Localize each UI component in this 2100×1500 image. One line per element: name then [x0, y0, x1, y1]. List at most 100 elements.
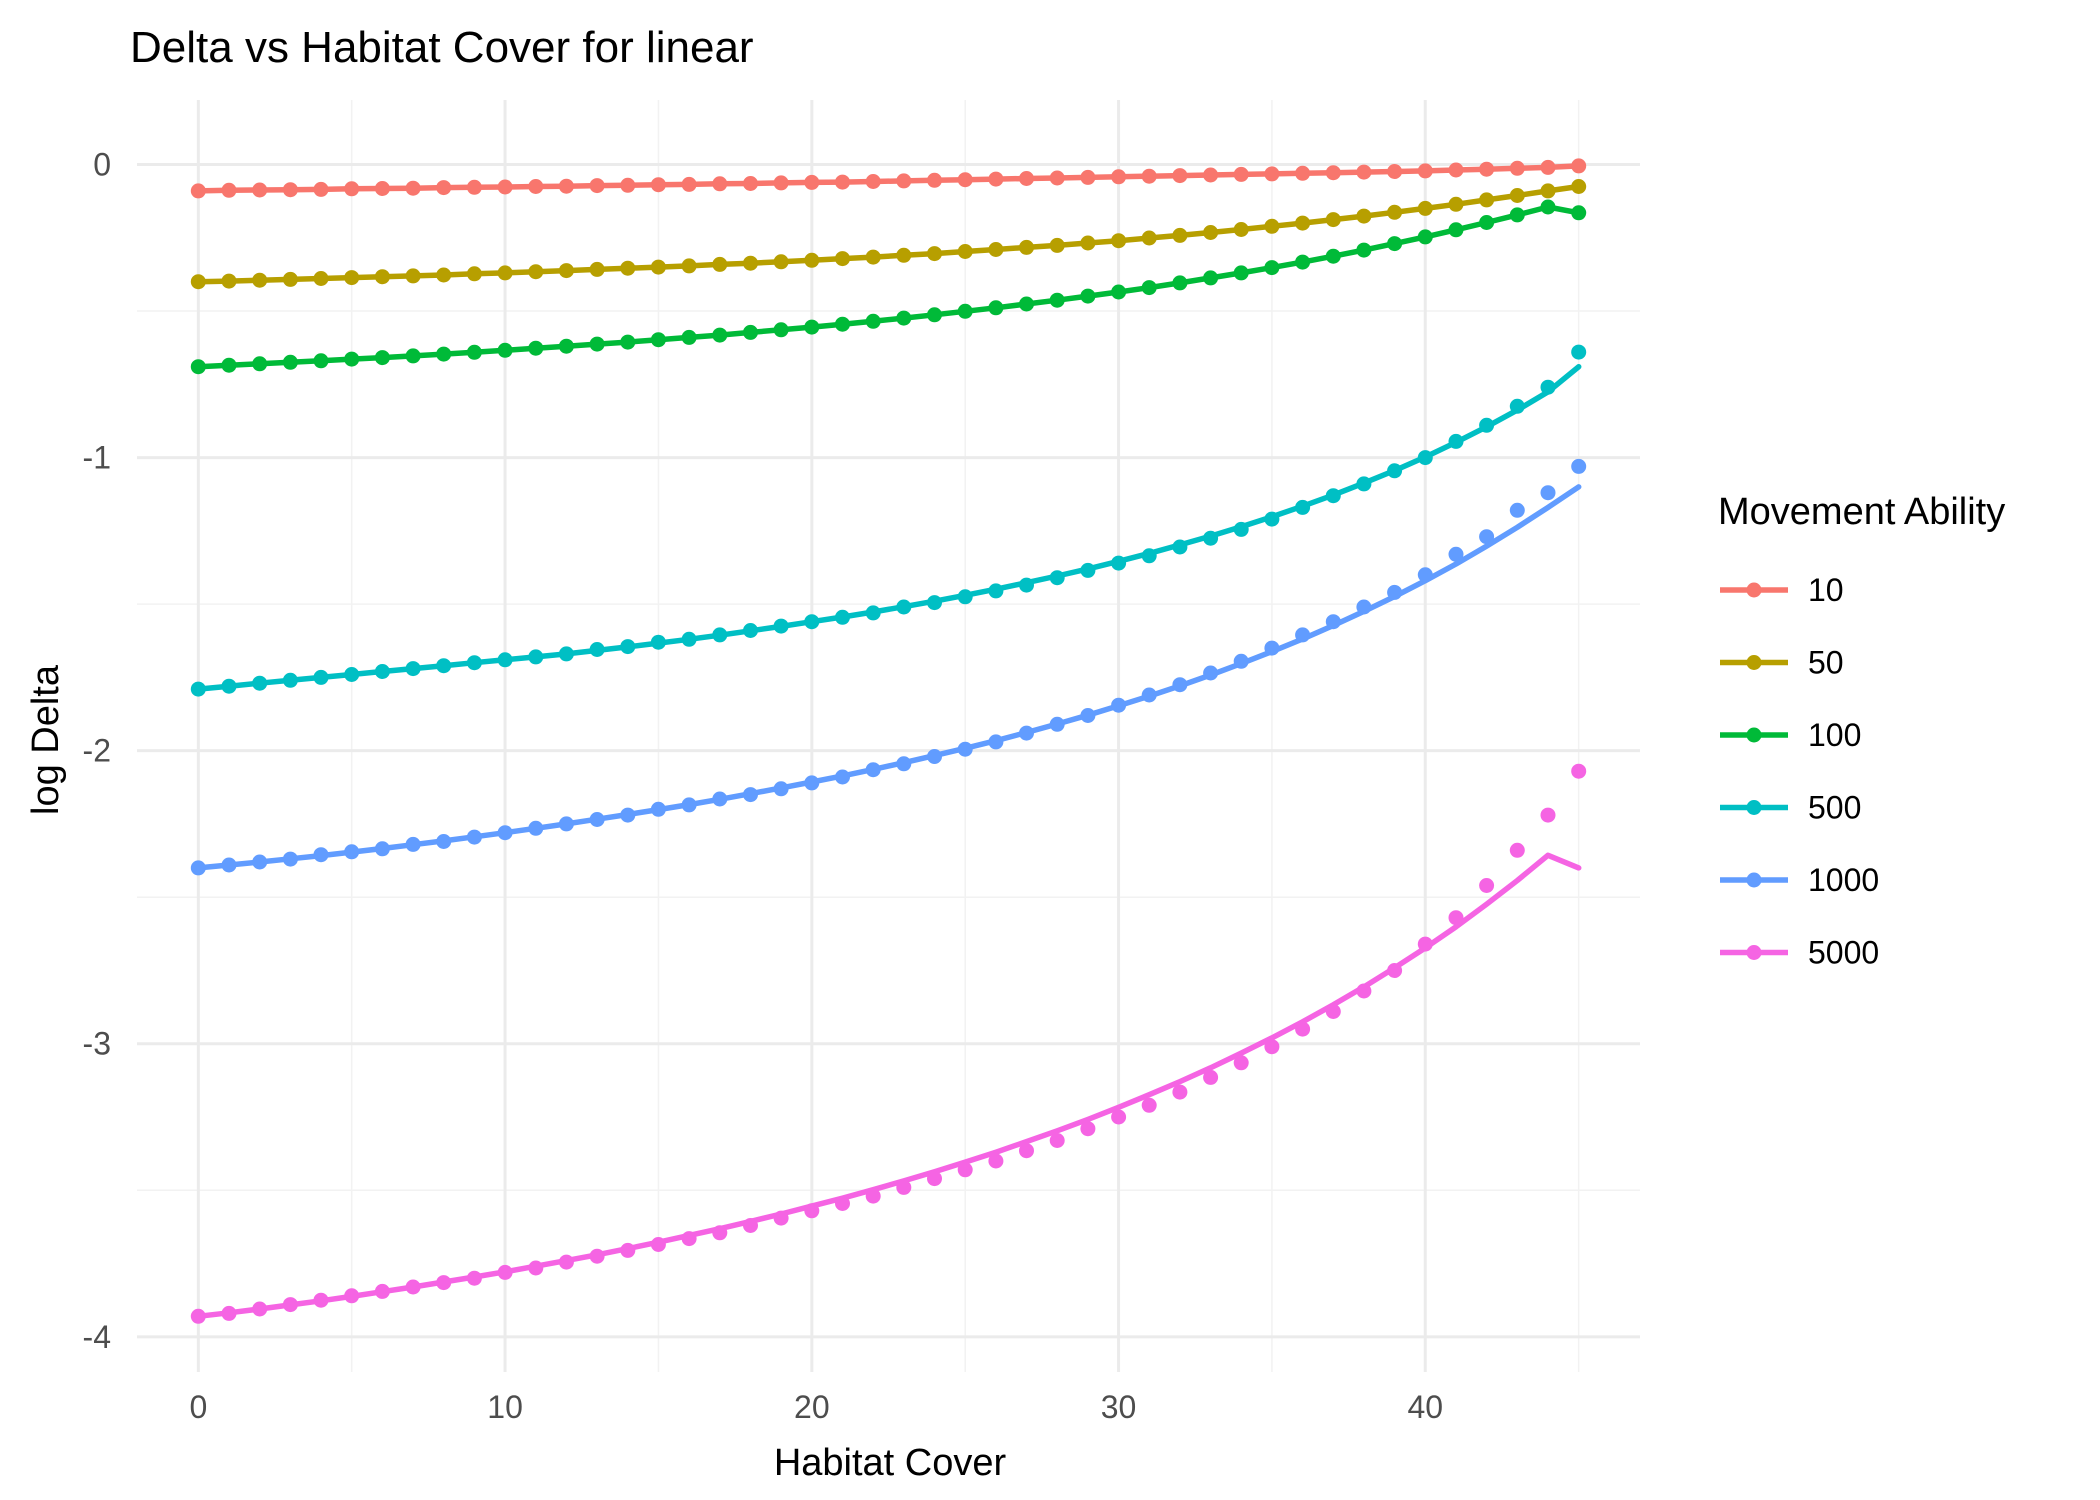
data-point — [1019, 1143, 1034, 1159]
x-tick-label: 30 — [1101, 1389, 1137, 1425]
data-point — [436, 658, 452, 674]
legend-label: 500 — [1808, 790, 1861, 826]
legend-key-point — [1746, 945, 1762, 960]
data-point — [957, 244, 973, 259]
data-point — [1049, 170, 1065, 186]
data-point — [1448, 433, 1464, 449]
data-point — [405, 661, 421, 677]
data-point — [957, 303, 973, 319]
data-point — [282, 1297, 298, 1313]
data-point — [896, 599, 912, 615]
y-axis-title: log Delta — [25, 664, 67, 815]
data-point — [620, 1242, 636, 1258]
data-point — [1356, 476, 1372, 492]
data-point — [190, 359, 206, 375]
data-point — [1540, 159, 1556, 175]
legend-item-100: 100 — [1720, 717, 1861, 753]
data-point — [1172, 539, 1188, 555]
chart-title: Delta vs Habitat Cover for linear — [130, 23, 754, 72]
series-100 — [190, 199, 1587, 375]
data-point — [221, 357, 237, 373]
data-point — [466, 829, 482, 845]
data-point — [804, 775, 820, 791]
y-tick-label: -1 — [83, 440, 111, 476]
data-point — [1080, 708, 1096, 723]
data-point — [282, 672, 298, 688]
data-point — [1141, 230, 1157, 246]
data-point — [896, 756, 912, 772]
data-point — [497, 179, 513, 195]
data-point — [1448, 196, 1464, 212]
data-point — [1264, 640, 1280, 656]
data-point — [1233, 222, 1249, 237]
legend-key-point — [1746, 727, 1762, 743]
fit-line-100 — [195, 204, 1582, 370]
data-point — [344, 351, 360, 367]
data-point — [712, 627, 728, 643]
data-point — [313, 669, 329, 685]
data-point — [681, 1231, 697, 1247]
data-point — [344, 667, 360, 682]
data-point — [988, 242, 1004, 257]
data-point — [1049, 1133, 1065, 1148]
data-point — [620, 177, 636, 193]
data-point — [1479, 878, 1495, 893]
data-point — [1049, 237, 1065, 253]
data-point — [681, 329, 697, 345]
data-point — [1049, 292, 1065, 308]
data-point — [1448, 162, 1464, 178]
data-point — [1172, 1084, 1188, 1100]
data-point — [528, 1260, 544, 1276]
y-tick-label: -2 — [83, 733, 111, 769]
data-point — [1111, 697, 1127, 713]
data-point — [712, 791, 728, 807]
data-point — [1141, 280, 1157, 296]
data-point — [773, 781, 789, 797]
data-point — [528, 340, 544, 356]
data-point — [282, 182, 298, 198]
legend-label: 1000 — [1808, 862, 1879, 898]
data-point — [374, 841, 390, 857]
data-point — [988, 1153, 1004, 1169]
data-point — [650, 801, 666, 817]
data-point — [1295, 499, 1311, 515]
data-point — [528, 179, 544, 194]
data-point — [466, 266, 482, 282]
legend[interactable]: Movement Ability 10 50 100 500 1000 5000 — [1718, 491, 2005, 971]
data-point — [865, 174, 881, 189]
data-point — [1295, 215, 1311, 231]
data-point — [743, 255, 758, 271]
data-point — [988, 734, 1004, 750]
data-point — [835, 251, 850, 267]
data-point — [1080, 1121, 1096, 1137]
data-point — [620, 260, 636, 276]
data-point — [252, 182, 268, 198]
x-tick-label: 10 — [487, 1389, 523, 1425]
data-point — [1479, 161, 1495, 177]
data-point — [466, 344, 482, 360]
data-point — [1264, 166, 1280, 182]
data-point — [589, 812, 605, 827]
data-point — [835, 174, 850, 190]
data-point — [773, 1210, 789, 1226]
data-point — [957, 172, 973, 188]
data-point — [405, 268, 421, 284]
series-500 — [190, 344, 1587, 697]
data-point — [927, 172, 942, 188]
data-point — [436, 180, 452, 196]
data-point — [1019, 577, 1034, 593]
data-point — [743, 1218, 758, 1233]
data-point — [743, 176, 758, 191]
legend-item-50: 50 — [1720, 645, 1844, 681]
data-point — [681, 258, 697, 274]
fit-line-50 — [195, 183, 1582, 285]
data-point — [1295, 254, 1311, 270]
data-point — [650, 259, 666, 275]
data-point — [1479, 215, 1495, 230]
data-point — [252, 1301, 268, 1317]
data-point — [620, 334, 636, 350]
data-point — [1203, 530, 1219, 546]
legend-item-5000: 5000 — [1720, 935, 1879, 971]
x-axis-title: Habitat Cover — [774, 1442, 1007, 1484]
